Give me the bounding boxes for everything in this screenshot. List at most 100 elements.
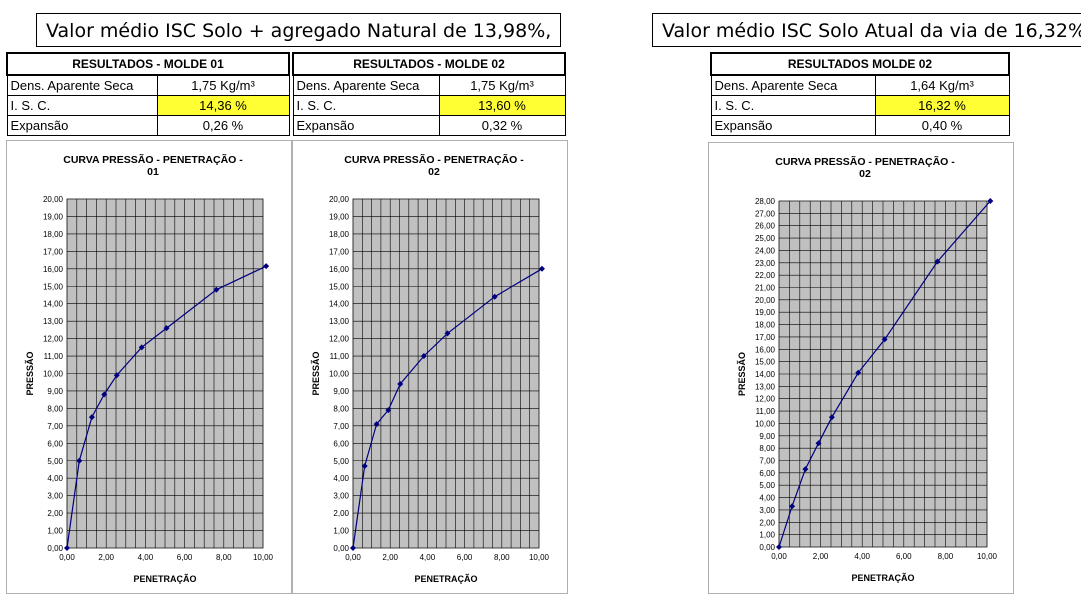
y-tick-label: 15,00	[43, 282, 64, 291]
chart-molde01: CURVA PRESSÃO - PENETRAÇÃO -01 0,00 1,00 2,…	[6, 140, 292, 594]
x-axis-label: PENETRAÇÃO	[133, 574, 196, 584]
y-tick-label: 7,00	[759, 457, 775, 466]
y-tick-label: 18,00	[329, 230, 350, 239]
y-tick-label: 16,00	[329, 265, 350, 274]
y-axis-label: PRESSÃO	[737, 352, 747, 396]
row-label: Dens. Aparente Seca	[6, 74, 158, 96]
row-label: Expansão	[292, 115, 440, 136]
results-table-atual: RESULTADOS MOLDE 02 Dens. Aparente Seca 1…	[710, 52, 1010, 136]
y-tick-label: 1,00	[47, 527, 63, 536]
x-tick-label: 0,00	[771, 552, 787, 561]
caption-left: Valor médio ISC Solo + agregado Natural …	[36, 13, 562, 47]
row-value: 16,32 %	[874, 95, 1010, 116]
y-tick-label: 22,00	[755, 271, 776, 280]
y-tick-label: 12,00	[755, 395, 776, 404]
row-value: 13,60 %	[438, 95, 566, 116]
data-point	[76, 457, 83, 464]
y-tick-label: 16,00	[755, 345, 776, 354]
data-point	[789, 503, 796, 510]
y-tick-label: 9,00	[333, 387, 349, 396]
y-tick-label: 12,00	[43, 335, 64, 344]
chart-molde02: CURVA PRESSÃO - PENETRAÇÃO -02 0,00 1,00 2,…	[292, 140, 568, 594]
y-tick-label: 14,00	[329, 300, 350, 309]
chart-title: CURVA PRESSÃO - PENETRAÇÃO -	[63, 153, 243, 166]
x-tick-label: 4,00	[138, 553, 154, 562]
y-tick-label: 2,00	[47, 509, 63, 518]
chart-title: 02	[859, 168, 871, 180]
y-tick-label: 7,00	[47, 422, 63, 431]
x-tick-label: 10,00	[977, 552, 998, 561]
x-tick-label: 10,00	[253, 553, 274, 562]
data-point	[987, 198, 994, 204]
row-label: Dens. Aparente Seca	[710, 74, 876, 96]
data-point	[444, 330, 451, 337]
x-tick-label: 8,00	[494, 553, 510, 562]
row-label: I. S. C.	[710, 95, 876, 116]
y-tick-label: 3,00	[759, 506, 775, 515]
y-tick-label: 9,00	[759, 432, 775, 441]
row-label: I. S. C.	[292, 95, 440, 116]
x-tick-label: 0,00	[59, 553, 75, 562]
data-point	[101, 391, 108, 398]
data-point	[88, 414, 95, 421]
y-tick-label: 16,00	[43, 265, 64, 274]
y-axis-label: PRESSÃO	[311, 351, 321, 395]
data-point	[855, 369, 862, 376]
y-tick-label: 28,00	[755, 197, 776, 206]
data-point	[138, 344, 145, 351]
chart-svg: CURVA PRESSÃO - PENETRAÇÃO -02 0,00 1,00 2,…	[737, 155, 998, 583]
data-point	[491, 293, 498, 300]
x-tick-label: 6,00	[177, 553, 193, 562]
y-tick-label: 13,00	[755, 382, 776, 391]
row-label: Expansão	[710, 115, 876, 136]
x-axis-label: PENETRAÇÃO	[414, 574, 477, 584]
y-tick-label: 8,00	[759, 444, 775, 453]
results-table-molde02: RESULTADOS - MOLDE 02 Dens. Aparente Sec…	[292, 52, 566, 136]
y-tick-label: 17,00	[329, 247, 350, 256]
y-tick-label: 5,00	[47, 457, 63, 466]
y-tick-label: 21,00	[755, 284, 776, 293]
chart-atual: CURVA PRESSÃO - PENETRAÇÃO -02 0,00 1,00 2,…	[708, 142, 1014, 594]
data-point	[373, 421, 380, 428]
y-tick-label: 11,00	[330, 352, 350, 361]
y-tick-label: 6,00	[47, 439, 63, 448]
y-tick-label: 20,00	[329, 195, 350, 204]
y-tick-label: 15,00	[329, 282, 350, 291]
y-tick-label: 10,00	[43, 370, 64, 379]
x-tick-label: 6,00	[896, 552, 912, 561]
data-point	[881, 336, 888, 343]
row-label: Dens. Aparente Seca	[292, 74, 440, 96]
data-point	[802, 466, 809, 473]
y-tick-label: 10,00	[755, 419, 776, 428]
data-point	[64, 545, 70, 551]
y-tick-label: 23,00	[755, 259, 776, 268]
y-tick-label: 11,00	[756, 407, 776, 416]
data-point	[213, 286, 220, 293]
table-header: RESULTADOS - MOLDE 01	[6, 52, 290, 76]
row-value: 1,75 Kg/m³	[438, 74, 566, 96]
table-header: RESULTADOS MOLDE 02	[710, 52, 1010, 76]
x-tick-label: 2,00	[98, 553, 114, 562]
y-tick-label: 17,00	[755, 333, 776, 342]
data-point	[163, 325, 170, 332]
y-tick-label: 4,00	[759, 494, 775, 503]
y-tick-label: 19,00	[755, 308, 776, 317]
y-tick-label: 8,00	[47, 404, 63, 413]
y-tick-label: 14,00	[755, 370, 776, 379]
y-tick-label: 27,00	[755, 209, 776, 218]
data-point	[385, 407, 392, 414]
row-value: 1,64 Kg/m³	[874, 74, 1010, 96]
row-value: 0,26 %	[156, 115, 290, 136]
chart-title: 01	[147, 166, 159, 178]
y-tick-label: 5,00	[333, 457, 349, 466]
x-tick-label: 8,00	[938, 552, 954, 561]
x-tick-label: 10,00	[529, 553, 550, 562]
data-point	[815, 440, 822, 447]
chart-title: 02	[428, 166, 440, 178]
y-tick-label: 11,00	[44, 352, 64, 361]
y-tick-label: 1,00	[333, 527, 349, 536]
y-tick-label: 20,00	[43, 195, 64, 204]
y-tick-label: 2,00	[333, 509, 349, 518]
y-tick-label: 25,00	[755, 234, 776, 243]
x-tick-label: 6,00	[457, 553, 473, 562]
